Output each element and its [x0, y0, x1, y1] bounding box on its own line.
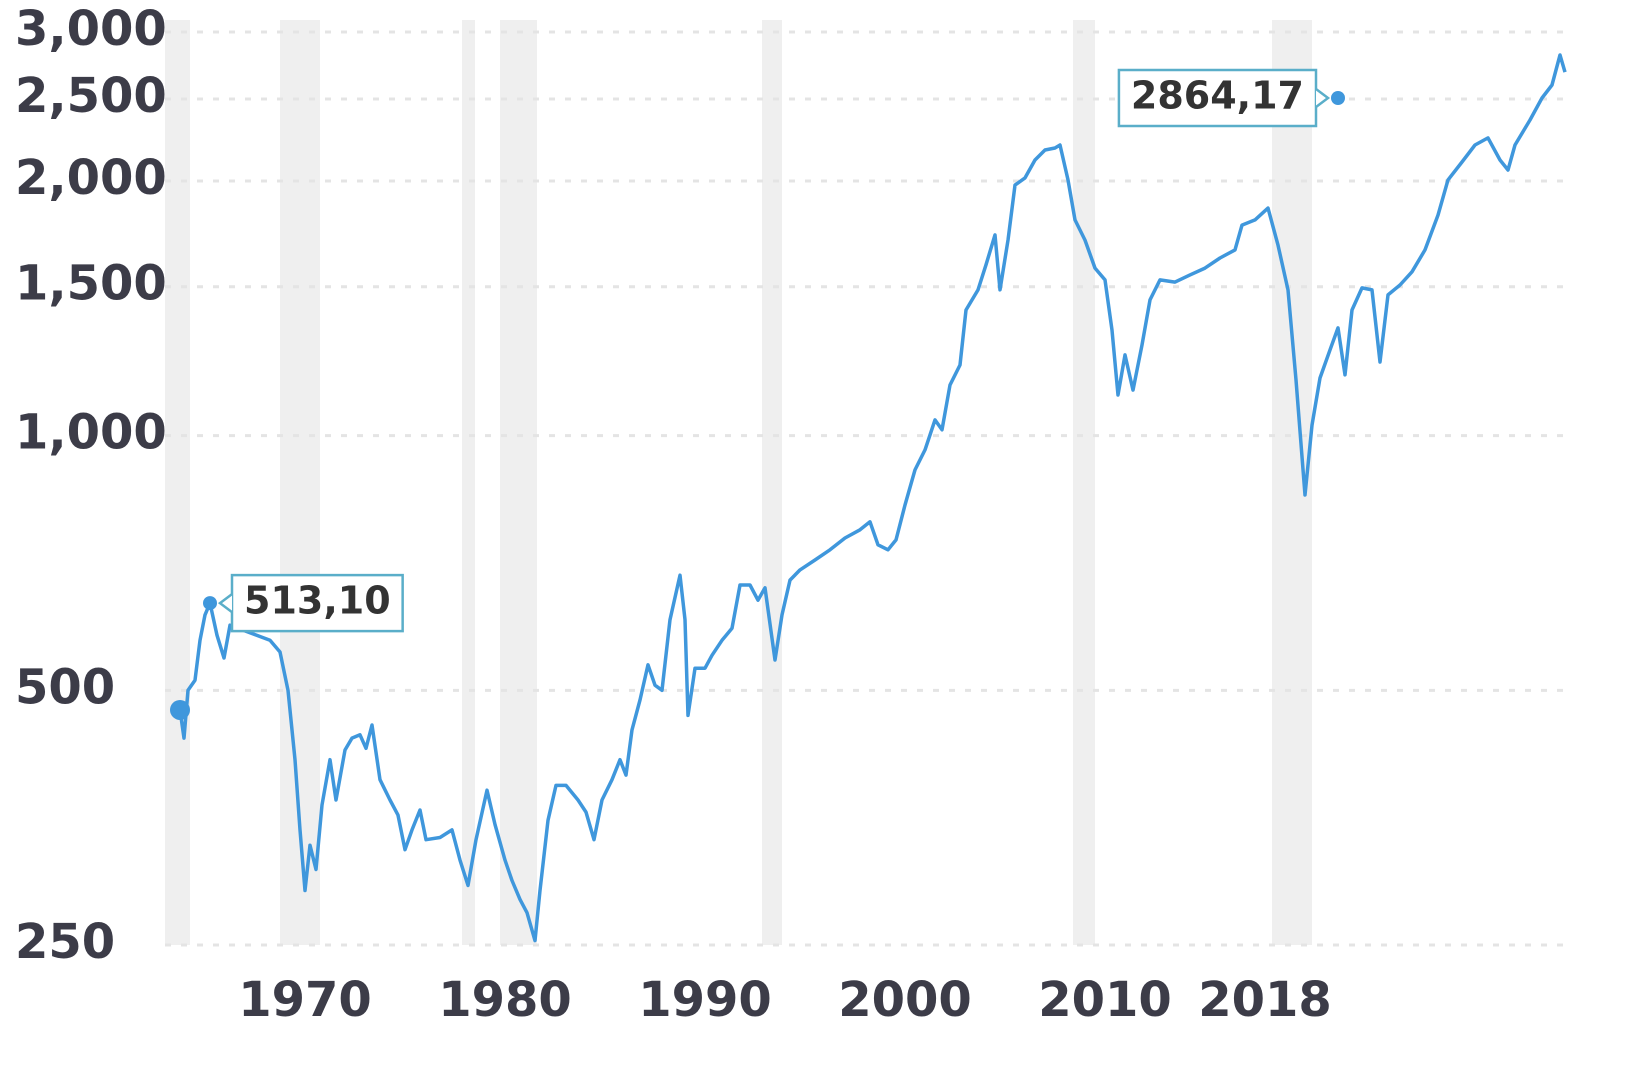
y-tick-label: 2,000 — [15, 150, 167, 206]
y-tick-label: 1,500 — [15, 256, 167, 312]
x-tick-label: 2000 — [838, 972, 972, 1028]
shaded-period — [280, 20, 320, 945]
y-tick-label: 3,000 — [15, 1, 167, 57]
shaded-period — [462, 20, 475, 945]
data-line — [178, 53, 1567, 943]
annotation-label: 513,10 — [244, 579, 391, 623]
x-tick-label: 1970 — [238, 972, 372, 1028]
y-tick-label: 2,500 — [15, 68, 167, 124]
annotation-pointer — [1315, 88, 1331, 109]
y-tick-label: 1,000 — [15, 405, 167, 461]
y-tick-label: 500 — [15, 659, 115, 715]
annotation-box — [230, 573, 404, 633]
annotation-pointer — [217, 593, 233, 614]
x-tick-label: 1990 — [638, 972, 772, 1028]
annotation: 513,10 — [203, 573, 404, 633]
annotation-label: 2864,17 — [1131, 74, 1304, 118]
annotation: 2864,17 — [1117, 68, 1345, 128]
y-tick-label: 250 — [15, 914, 115, 970]
x-tick-label: 1980 — [438, 972, 572, 1028]
x-tick-label: 2010 — [1038, 972, 1172, 1028]
shaded-period — [762, 20, 782, 945]
shaded-period — [165, 20, 190, 945]
shaded-period — [500, 20, 537, 945]
x-tick-label: 2018 — [1198, 972, 1332, 1028]
start-marker — [170, 699, 190, 720]
annotation-dot — [1331, 91, 1345, 106]
shaded-period — [1073, 20, 1095, 945]
annotation-dot — [203, 596, 217, 611]
